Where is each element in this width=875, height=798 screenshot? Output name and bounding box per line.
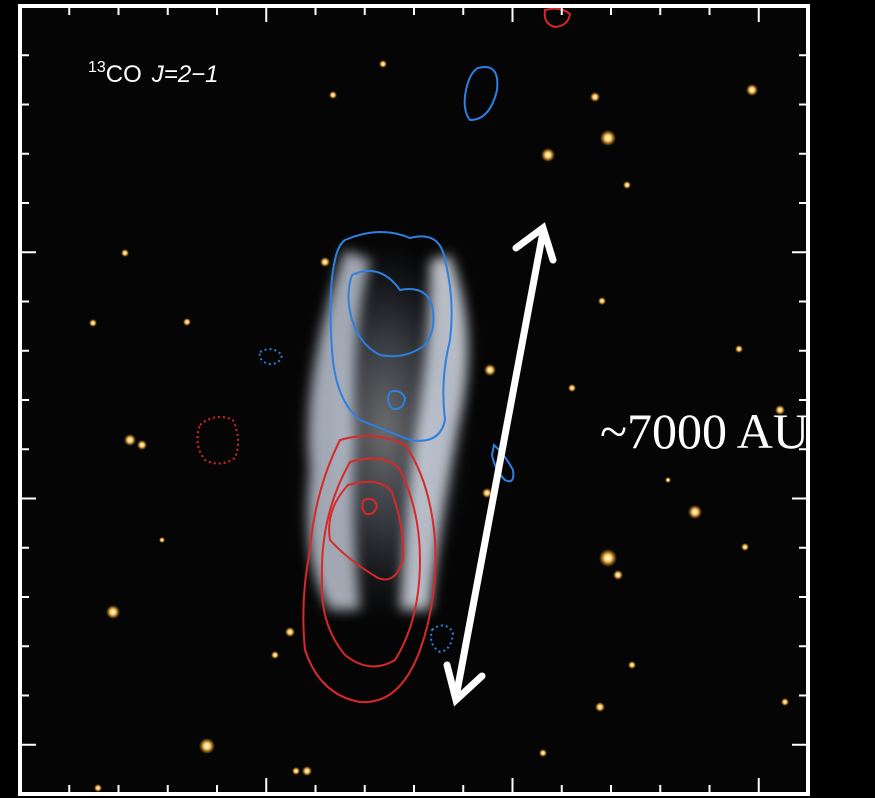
molecule: CO xyxy=(106,61,142,88)
isotope: 13 xyxy=(88,59,106,76)
transition: J=2−1 xyxy=(151,61,219,88)
panel-label: 13CO J=2−1 xyxy=(88,59,219,88)
page: 13COJ=2−1 ~7000 AU (() => { const data =… xyxy=(0,0,875,798)
image: 13CO J=2−1 ~7000 AU xyxy=(0,0,875,798)
scale-label: ~7000 AU xyxy=(600,403,809,459)
